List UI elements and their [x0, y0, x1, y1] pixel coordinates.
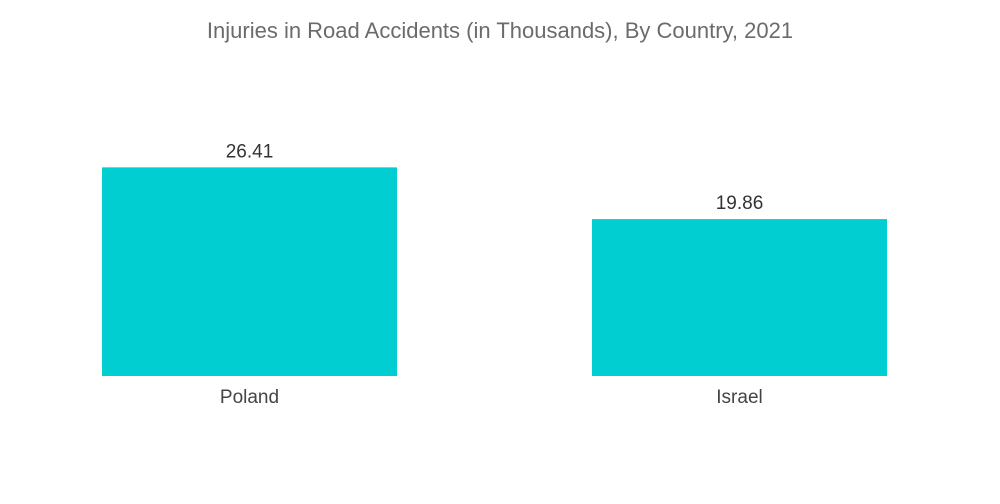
data-label-israel: 19.86 [716, 193, 764, 214]
bars-group [102, 167, 887, 376]
chart-title: Injuries in Road Accidents (in Thousands… [206, 18, 794, 43]
category-label-israel: Israel [716, 387, 762, 408]
bar-israel [592, 219, 887, 376]
labels-group: 26.41 Poland 19.86 Israel [220, 141, 763, 408]
data-label-poland: 26.41 [226, 141, 274, 162]
category-label-poland: Poland [220, 387, 279, 408]
bar-poland [102, 167, 397, 376]
